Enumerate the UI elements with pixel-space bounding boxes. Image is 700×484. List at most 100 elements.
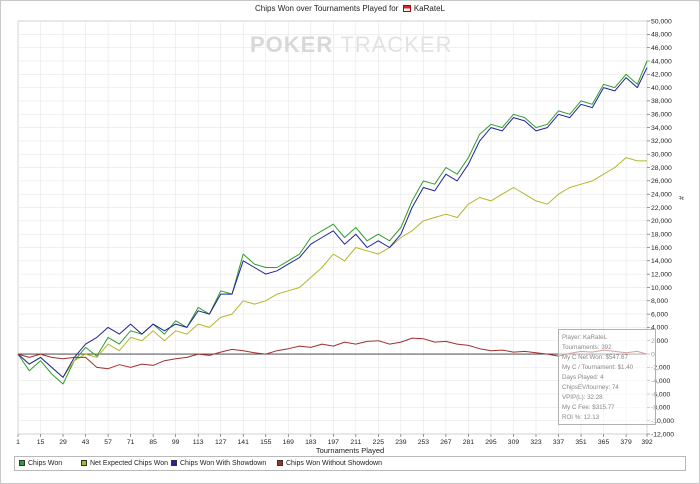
- x-tick-label: 211: [350, 439, 361, 446]
- x-tick-label: 71: [127, 439, 135, 446]
- x-tick-label: 253: [418, 439, 430, 446]
- y-tick-label: 32,000: [651, 138, 672, 145]
- y-tick-label: 4,000: [651, 325, 668, 332]
- legend-swatch: [81, 460, 87, 466]
- y-tick-label: 34,000: [651, 125, 672, 132]
- stat-vpip: VPIP(L): 32.28: [562, 394, 603, 401]
- y-tick-label: 8,000: [651, 298, 668, 305]
- x-tick-label: 155: [260, 439, 272, 446]
- x-tick-label: 379: [620, 439, 632, 446]
- x-tick-label: 169: [283, 439, 295, 446]
- legend-item-net-expected[interactable]: Net Expected Chips Won: [81, 460, 168, 467]
- series-line-0: [17, 60, 648, 385]
- series-lines: [17, 60, 648, 385]
- stat-days-played: Days Played: 4: [562, 374, 604, 381]
- y-tick-label: 46,000: [651, 45, 672, 52]
- stat-chipsev: ChipsEV/tourney: 74: [562, 384, 619, 391]
- chart-title-player: KaRateL: [413, 4, 445, 13]
- series-line-1: [17, 157, 647, 378]
- x-tick-label: 113: [193, 439, 204, 446]
- x-tick-label: 141: [238, 439, 250, 446]
- x-tick-label: 85: [149, 439, 157, 446]
- y-tick-label: 38,000: [651, 98, 672, 105]
- x-axis-title: Tournaments Played: [315, 446, 385, 455]
- x-tick-label: 197: [328, 439, 340, 446]
- y-tick-label: 26,000: [651, 178, 672, 185]
- y-tick-label: 10,000: [651, 285, 672, 292]
- x-tick-label: 323: [530, 439, 542, 446]
- legend-label: Net Expected Chips Won: [90, 460, 169, 467]
- chart-title: Chips Won over Tournaments Played for Ka…: [0, 4, 700, 13]
- legend-label: Chips Won: [28, 460, 63, 467]
- y-tick-label: 24,000: [651, 191, 672, 198]
- y-tick-label: 40,000: [651, 85, 672, 92]
- y-tick-label: 48,000: [651, 32, 672, 39]
- x-tick-label: 43: [82, 439, 90, 446]
- y-tick-label: 18,000: [651, 231, 672, 238]
- stat-net-won: My C Net Won: $547.67: [562, 354, 628, 361]
- y-tick-label: -6,000: [651, 391, 670, 398]
- x-tick-label: 1: [16, 439, 20, 446]
- stat-tournaments: Tournaments: 392: [562, 344, 612, 351]
- series-line-2: [17, 67, 648, 378]
- watermark-tracker: TRACKER: [340, 32, 453, 57]
- x-tick-label: 99: [172, 439, 180, 446]
- x-tick-label: 365: [598, 439, 610, 446]
- y-tick-label: 16,000: [651, 245, 672, 252]
- y-tick-label: -2,000: [651, 365, 670, 372]
- y-tick-label: 6,000: [651, 311, 668, 318]
- y-tick-label: 14,000: [651, 258, 672, 265]
- x-tick-label: 57: [104, 439, 112, 446]
- y-tick-label: 20,000: [651, 218, 672, 225]
- stat-roi: ROI %: 12.13: [562, 414, 600, 421]
- x-tick-label: 337: [553, 439, 565, 446]
- stat-per-tournament: My C / Tournament: $1.40: [562, 364, 634, 371]
- y-tick-label: 2,000: [651, 338, 668, 345]
- chart-title-text: Chips Won over Tournaments Played for: [255, 4, 399, 13]
- y-tick-label: 44,000: [651, 58, 672, 65]
- y-tick-label: 12,000: [651, 271, 672, 278]
- stat-player: Player: KaRateL: [562, 334, 608, 341]
- x-tick-label: 183: [305, 439, 317, 446]
- legend-item-chips-won[interactable]: Chips Won: [19, 460, 62, 467]
- x-tick-label: 351: [575, 439, 587, 446]
- x-tick-label: 127: [215, 439, 227, 446]
- legend-item-without-showdown[interactable]: Chips Won Without Showdown: [277, 460, 382, 467]
- legend-label: Chips Won Without Showdown: [286, 460, 382, 467]
- stats-tooltip: Player: KaRateL Tournaments: 392 My C Ne…: [558, 329, 656, 425]
- legend-swatch: [277, 460, 283, 466]
- y-tick-label: -8,000: [651, 405, 670, 412]
- legend-item-with-showdown[interactable]: Chips Won With Showdown: [171, 460, 266, 467]
- x-tick-label: 29: [59, 439, 67, 446]
- y-tick-label: 36,000: [651, 112, 672, 119]
- grid: [17, 20, 648, 435]
- y-tick-label: 22,000: [651, 205, 672, 212]
- flag-icon: [402, 5, 411, 12]
- x-tick-label: 281: [463, 439, 475, 446]
- y-tick-label: -10,000: [651, 418, 674, 425]
- y-axis-label: #: [677, 196, 684, 200]
- y-tick-label: -4,000: [651, 378, 670, 385]
- y-tick-label: 42,000: [651, 72, 672, 79]
- legend-label: Chips Won With Showdown: [180, 460, 267, 467]
- y-tick-label: -12,000: [651, 431, 674, 438]
- x-tick-label: 309: [508, 439, 520, 446]
- stat-fee: My C Fee: $315.77: [562, 404, 615, 411]
- y-tick-label: 28,000: [651, 165, 672, 172]
- legend-swatch: [19, 460, 25, 466]
- pokertracker-watermark: POKER TRACKER: [250, 32, 453, 58]
- y-tick-label: 50,000: [651, 18, 672, 25]
- x-tick-label: 15: [37, 439, 45, 446]
- x-tick-label: 239: [395, 439, 407, 446]
- plot-area: [17, 20, 648, 435]
- x-tick-label: 267: [440, 439, 452, 446]
- x-tick-label: 295: [485, 439, 497, 446]
- axes: 50,000 48,000 46,000 44,000 42,000 40,000 38,0…: [16, 18, 674, 446]
- chart-legend: Chips Won Net Expected Chips Won Chips W…: [14, 456, 686, 471]
- watermark-poker: POKER: [250, 32, 334, 57]
- legend-swatch: [171, 460, 177, 466]
- series-line-3: [17, 337, 648, 370]
- x-tick-label: 225: [373, 439, 385, 446]
- x-tick-label: 392: [641, 439, 653, 446]
